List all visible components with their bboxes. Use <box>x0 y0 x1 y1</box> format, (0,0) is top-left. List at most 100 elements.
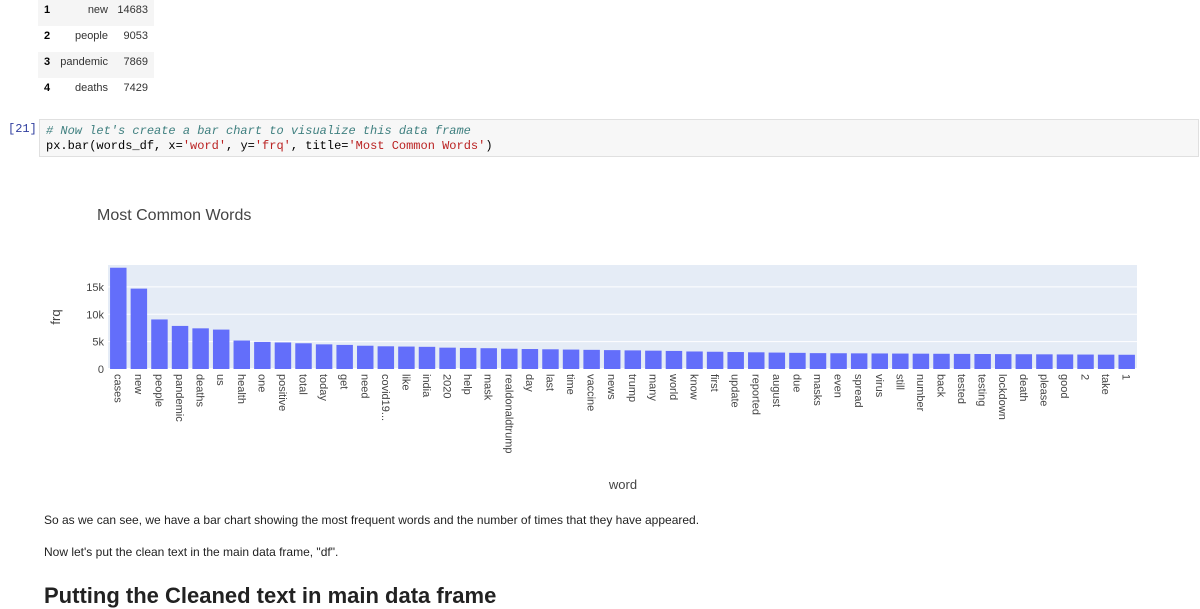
x-tick-label: spread <box>852 374 864 408</box>
x-tick-label: realdonaldtrump <box>502 374 514 454</box>
bar-get[interactable] <box>336 344 353 369</box>
bar-first[interactable] <box>706 351 724 369</box>
bar-realdonaldtrump[interactable] <box>501 348 518 369</box>
x-tick-label: many <box>646 374 658 401</box>
bar-pandemic[interactable] <box>171 325 189 369</box>
bar-spread[interactable] <box>850 353 868 369</box>
bar-2020[interactable] <box>439 347 456 369</box>
bar-last[interactable] <box>542 349 559 369</box>
bar-masks[interactable] <box>809 353 827 369</box>
bar-back[interactable] <box>933 353 950 369</box>
bar-testing[interactable] <box>974 354 991 369</box>
bars-group[interactable] <box>110 267 1135 369</box>
bar-people[interactable] <box>151 319 168 369</box>
y-tick-label: 0 <box>98 364 104 376</box>
bar-news[interactable] <box>603 350 621 369</box>
bar-tested[interactable] <box>953 353 971 369</box>
x-tick-label: help <box>461 374 473 395</box>
x-tick-label: time <box>564 374 576 395</box>
bar-like[interactable] <box>398 346 415 369</box>
bar-day[interactable] <box>521 349 539 369</box>
x-tick-label: due <box>790 374 802 392</box>
bar-still[interactable] <box>892 353 909 369</box>
code-token: px.bar(words_df, x= <box>46 139 183 153</box>
bar-one[interactable] <box>254 341 271 369</box>
bar-august[interactable] <box>768 352 786 369</box>
x-tick-label: today <box>317 374 329 401</box>
x-axis-label: word <box>608 477 637 492</box>
x-tick-label: good <box>1058 374 1070 398</box>
y-tick-label: 5k <box>92 337 104 349</box>
x-tick-label: total <box>297 374 309 395</box>
bar-health[interactable] <box>233 340 251 369</box>
bar-good[interactable] <box>1056 354 1074 369</box>
x-tick-label: get <box>338 374 350 389</box>
bar-take[interactable] <box>1097 354 1115 369</box>
bar-death[interactable] <box>1015 354 1033 369</box>
row-frq: 7429 <box>123 82 148 94</box>
bar-chart[interactable]: Most Common Words 0 5k 10k 15k cases new peop… <box>0 190 1200 500</box>
bar-know[interactable] <box>686 351 703 369</box>
x-tick-label: update <box>729 374 741 408</box>
bar-trump[interactable] <box>624 350 642 369</box>
x-tick-label: take <box>1099 374 1111 395</box>
dataframe-table: 1 new 14683 2 people 9053 3 pandemic 786… <box>38 0 154 104</box>
bar-mask[interactable] <box>480 348 497 369</box>
bar-lockdown[interactable] <box>994 354 1012 369</box>
x-tick-label: pandemic <box>173 374 185 422</box>
code-token: ) <box>485 139 493 153</box>
bar-time[interactable] <box>562 349 580 369</box>
bar-deaths[interactable] <box>192 328 209 369</box>
bar-due[interactable] <box>789 352 806 369</box>
bar-positive[interactable] <box>274 342 292 369</box>
x-tick-label: like <box>399 374 411 391</box>
bar-even[interactable] <box>830 353 847 369</box>
bar-reported[interactable] <box>748 352 765 369</box>
row-frq: 7869 <box>123 56 148 68</box>
bar-number[interactable] <box>912 353 930 369</box>
code-string: 'frq' <box>254 139 291 153</box>
code-token: , title= <box>290 139 349 153</box>
table-row: 4 deaths 7429 <box>38 78 154 104</box>
x-tick-label: india <box>420 374 432 398</box>
bar-update[interactable] <box>727 352 744 369</box>
x-tick-label: mask <box>482 374 494 401</box>
bar-many[interactable] <box>645 350 662 369</box>
x-tick-label: news <box>605 374 617 400</box>
bar-today[interactable] <box>315 344 333 369</box>
code-cell-input[interactable]: # Now let's create a bar chart to visual… <box>39 119 1199 157</box>
bar-need[interactable] <box>357 345 374 369</box>
x-tick-labels: cases new people pandemic deaths us health one p… <box>111 373 1131 454</box>
x-tick-label: trump <box>626 374 638 402</box>
cell-prompt: [21]: <box>8 122 45 136</box>
bar-2[interactable] <box>1077 354 1094 369</box>
row-word: pandemic <box>60 56 108 68</box>
bar-us[interactable] <box>212 329 230 369</box>
bar-world[interactable] <box>665 350 683 369</box>
bar-india[interactable] <box>418 346 436 369</box>
x-tick-label: august <box>770 374 782 407</box>
bar-cases[interactable] <box>110 267 127 369</box>
x-tick-label: death <box>1017 374 1029 402</box>
row-frq: 14683 <box>117 4 148 16</box>
x-tick-label: day <box>523 374 535 392</box>
bar-vaccine[interactable] <box>583 349 600 369</box>
row-word: new <box>87 4 108 16</box>
bar-total[interactable] <box>295 343 312 369</box>
x-tick-label: still <box>893 374 905 390</box>
bar-please[interactable] <box>1036 354 1053 369</box>
bar-help[interactable] <box>459 347 477 369</box>
x-tick-label: reported <box>749 374 761 415</box>
x-tick-label: positive <box>276 374 288 411</box>
bar-1[interactable] <box>1118 354 1135 369</box>
bar-virus[interactable] <box>871 353 888 369</box>
x-tick-label: please <box>1037 374 1049 406</box>
bar-covid19...[interactable] <box>377 346 395 369</box>
x-tick-label: cases <box>111 374 123 403</box>
table-row: 2 people 9053 <box>38 26 154 52</box>
y-tick-label: 15k <box>86 282 104 294</box>
bar-new[interactable] <box>130 288 148 369</box>
x-tick-label: even <box>832 374 844 398</box>
x-tick-label: us <box>214 374 226 386</box>
y-tick-label: 10k <box>86 309 104 321</box>
